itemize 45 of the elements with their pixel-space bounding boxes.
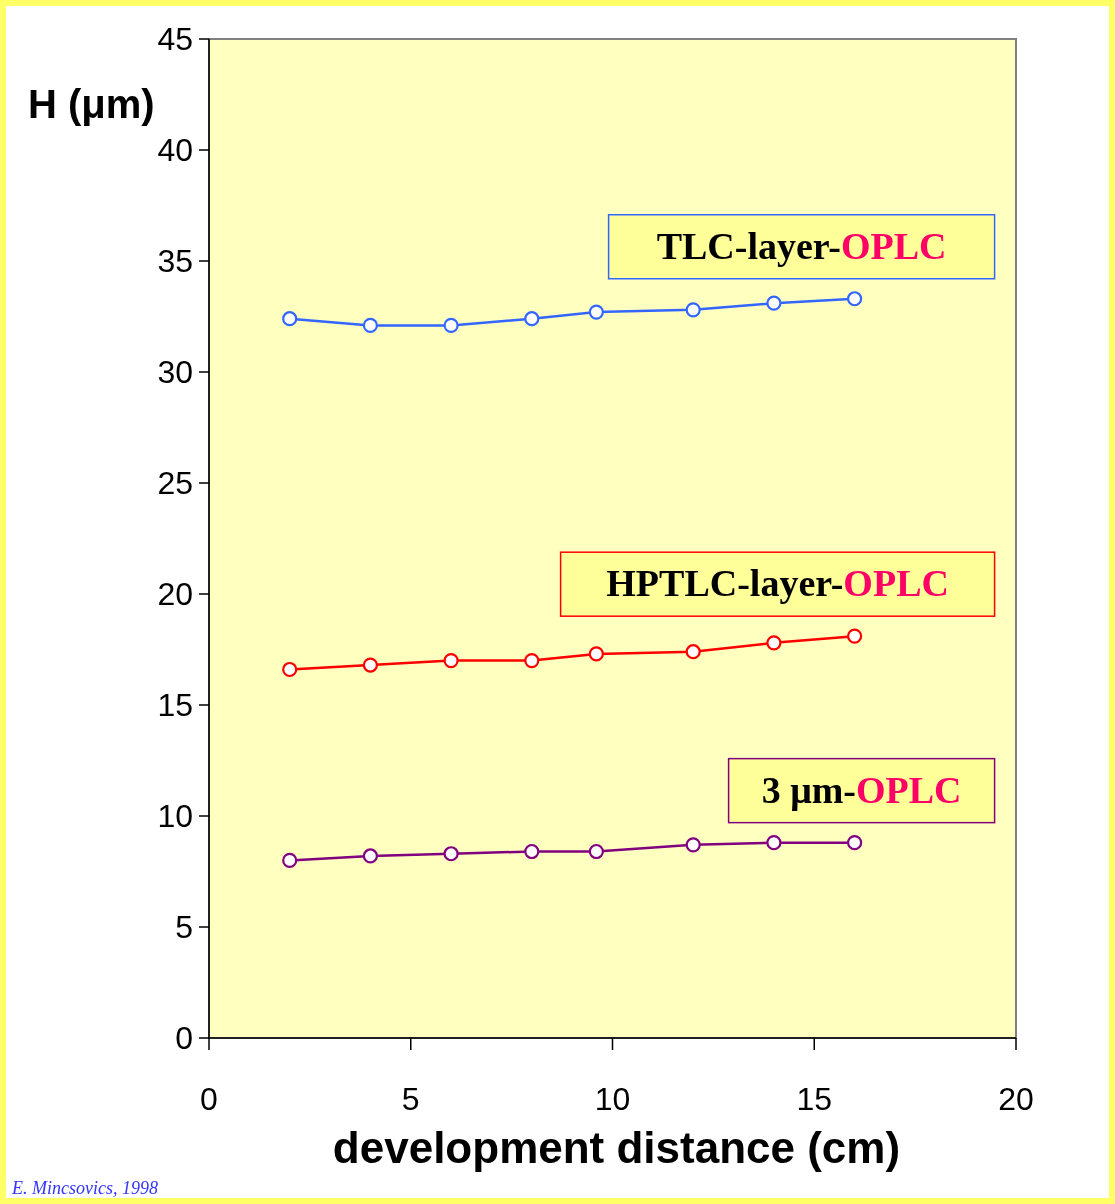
point (847, 628, 863, 644)
point (443, 653, 459, 669)
y-tick-label: 25 (157, 465, 193, 502)
point (282, 311, 298, 327)
y-tick-label: 40 (157, 132, 193, 169)
text: E. Mincsovics, 1998 (11, 1178, 158, 1198)
point (443, 317, 459, 333)
point (588, 843, 604, 860)
point (362, 848, 378, 864)
point (524, 653, 540, 669)
point (847, 835, 863, 851)
point (766, 835, 782, 851)
point (362, 657, 378, 673)
y-tick-label: 15 (157, 687, 193, 724)
series-label: TLC-layer-OPLC (656, 224, 947, 267)
x-tick-label: 0 (200, 1081, 218, 1117)
point (443, 846, 459, 862)
series-label: 3 μm-OPLC (761, 768, 962, 811)
point (685, 302, 701, 318)
point (766, 295, 782, 311)
point (362, 317, 378, 333)
y-tick-label: 30 (157, 354, 193, 391)
y-tick-label: 5 (175, 909, 193, 946)
x-axis-title: development distance (cm) (332, 1123, 901, 1172)
x-tick-label: 15 (796, 1081, 833, 1117)
point (282, 852, 298, 868)
y-tick-label: 20 (157, 576, 193, 613)
x-tick-label: 5 (401, 1081, 420, 1117)
point (766, 635, 782, 651)
y-tick-label: 0 (175, 1020, 193, 1057)
point (685, 837, 701, 853)
y-axis-title: H (μm) (28, 82, 155, 126)
point (588, 646, 604, 662)
x-tick-label: 20 (998, 1081, 1034, 1117)
y-tick-label: 35 (157, 243, 193, 280)
point (685, 644, 701, 660)
point (588, 304, 604, 320)
series-label: HPTLC-layer-OPLC (606, 562, 949, 605)
x-tick-label: 10 (594, 1081, 631, 1117)
point (524, 311, 540, 327)
y-tick-label: 10 (157, 798, 193, 835)
point (847, 291, 863, 307)
point (282, 661, 298, 678)
point (524, 843, 540, 860)
y-tick-label: 45 (157, 21, 193, 58)
